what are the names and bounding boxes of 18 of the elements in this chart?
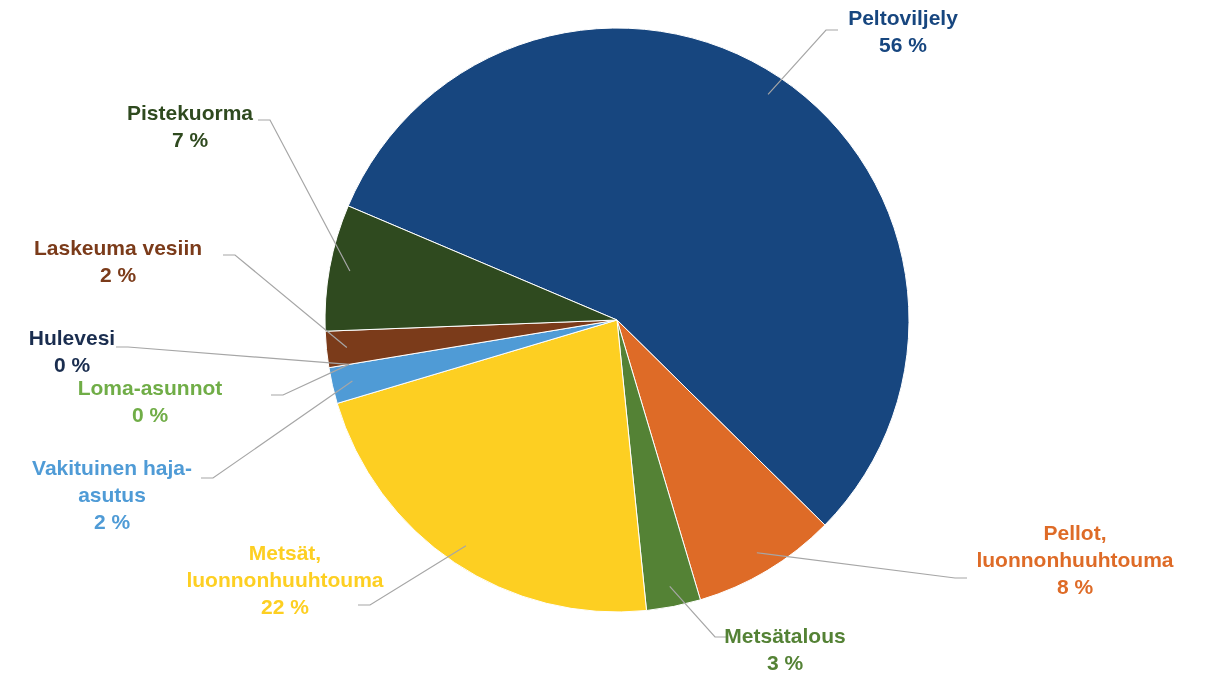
slice-label: Pellot, luonnonhuuhtouma — [976, 521, 1174, 571]
slice-label: Laskeuma vesiin — [33, 236, 203, 259]
slice-label: Pistekuorma — [126, 101, 254, 124]
data-label: 56 % — [879, 33, 928, 56]
data-label: 3 % — [766, 651, 804, 674]
slice-label: Metsätalous — [724, 624, 846, 647]
slice-label: Metsät, luonnonhuuhtouma — [186, 541, 384, 591]
slice-label: Vakituinen haja-asutus — [32, 456, 192, 506]
slice-label: Peltoviljely — [848, 6, 959, 29]
text: 0 % — [53, 353, 91, 376]
data-label: 2 % — [99, 263, 137, 286]
data-label: 22 % — [261, 595, 310, 618]
data-label: 2 % — [93, 510, 131, 533]
data-label: 8 % — [1056, 575, 1094, 598]
data-label: 7 % — [171, 128, 209, 151]
legend-label: Loma-asunnot — [77, 376, 223, 399]
text: 0 % — [131, 403, 169, 426]
category-label: Hulevesi — [28, 326, 116, 349]
